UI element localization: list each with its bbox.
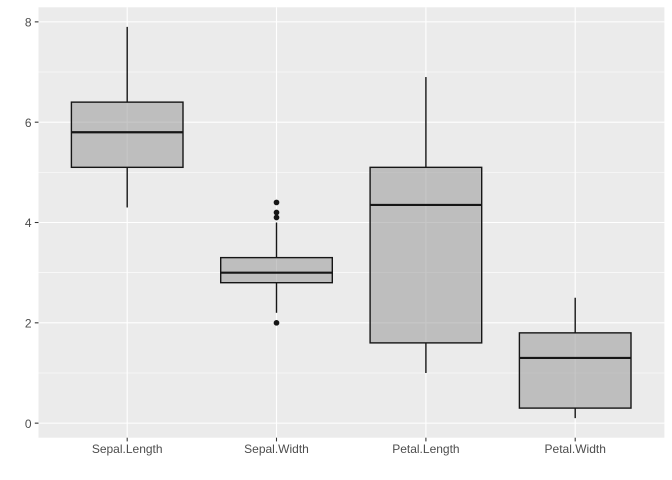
svg-text:Petal.Width: Petal.Width	[545, 442, 606, 456]
svg-text:6: 6	[25, 116, 32, 130]
svg-text:Sepal.Length: Sepal.Length	[92, 442, 163, 456]
svg-text:8: 8	[25, 15, 32, 29]
svg-text:Petal.Length: Petal.Length	[392, 442, 459, 456]
svg-text:2: 2	[25, 316, 32, 330]
svg-text:0: 0	[25, 417, 32, 431]
svg-text:Sepal.Width: Sepal.Width	[244, 442, 309, 456]
svg-text:4: 4	[25, 216, 32, 230]
